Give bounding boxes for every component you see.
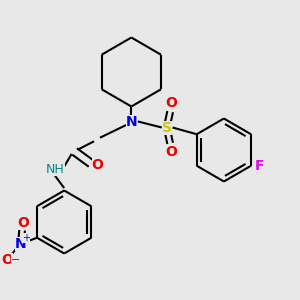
Text: O: O bbox=[1, 253, 13, 267]
Text: +: + bbox=[22, 233, 30, 243]
Text: O: O bbox=[18, 216, 30, 230]
Text: F: F bbox=[255, 159, 264, 173]
Text: N: N bbox=[125, 115, 137, 128]
Text: NH: NH bbox=[46, 163, 64, 176]
Text: O: O bbox=[166, 96, 178, 110]
Text: N: N bbox=[15, 237, 26, 251]
Text: −: − bbox=[11, 255, 20, 265]
Text: O: O bbox=[166, 146, 178, 159]
Text: S: S bbox=[162, 121, 172, 134]
Text: O: O bbox=[92, 158, 103, 172]
